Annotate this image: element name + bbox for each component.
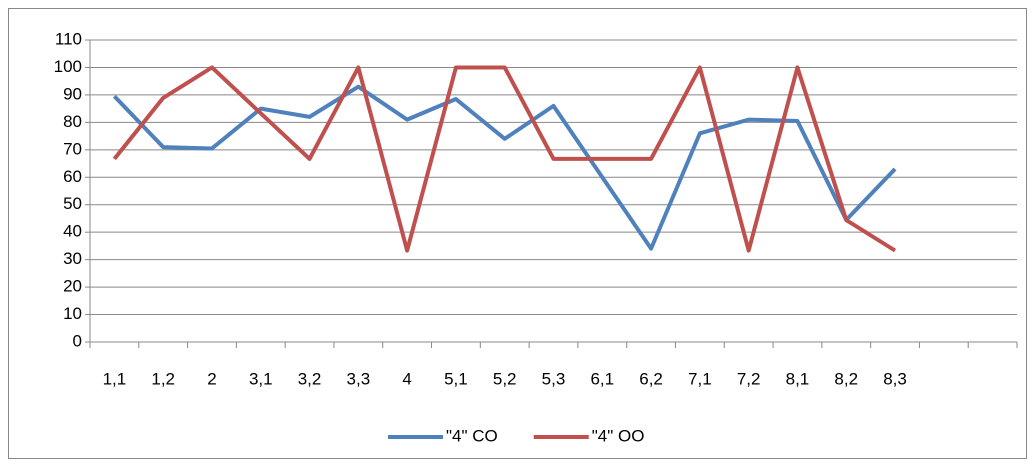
- y-tick-label: 80: [63, 112, 82, 131]
- y-tick-label: 90: [63, 84, 82, 103]
- y-tick-label: 60: [63, 167, 82, 186]
- y-tick-label: 110: [55, 29, 82, 48]
- y-tick-label: 10: [63, 304, 82, 323]
- x-tick-label: 1,1: [103, 369, 127, 388]
- x-tick-label: 7,2: [737, 369, 761, 388]
- x-tick-label: 3,1: [249, 369, 273, 388]
- x-tick-label: 7,1: [688, 369, 712, 388]
- x-tick-label: 2: [207, 369, 216, 388]
- x-tick-label: 6,1: [590, 369, 614, 388]
- legend-label: "4" CO: [446, 426, 498, 445]
- series-line: [112, 84, 897, 251]
- y-tick-label: 20: [63, 277, 82, 296]
- x-tick-label: 5,3: [542, 369, 566, 388]
- y-tick-label: 0: [73, 331, 82, 350]
- y-tick-label: 100: [54, 57, 82, 76]
- y-tick-label: 30: [63, 249, 82, 268]
- x-tick-label: 5,2: [493, 369, 517, 388]
- x-tick-label: 1,2: [151, 369, 175, 388]
- x-tick-label: 5,1: [444, 369, 468, 388]
- series-line: [112, 65, 897, 253]
- y-tick-label: 70: [63, 139, 82, 158]
- x-tick-label: 4: [402, 369, 411, 388]
- x-tick-label: 8,3: [883, 369, 907, 388]
- legend-label: "4" OO: [592, 426, 645, 445]
- x-tick-label: 8,2: [834, 369, 858, 388]
- y-tick-label: 50: [63, 194, 82, 213]
- x-tick-label: 3,2: [298, 369, 322, 388]
- chart-border: [8, 8, 1027, 459]
- x-tick-label: 8,1: [786, 369, 810, 388]
- y-tick-label: 40: [63, 222, 82, 241]
- x-tick-label: 6,2: [639, 369, 663, 388]
- x-tick-label: 3,3: [347, 369, 371, 388]
